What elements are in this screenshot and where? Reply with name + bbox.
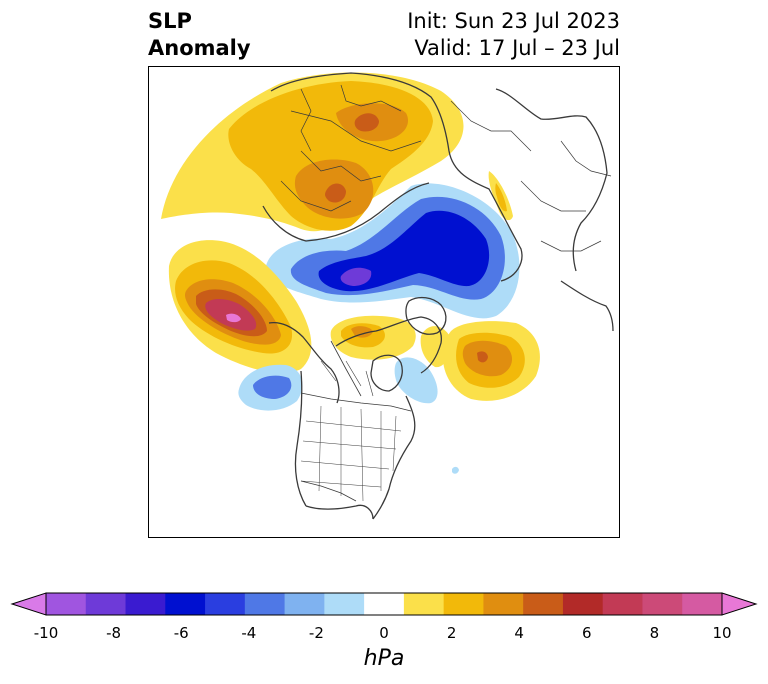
colorbar-tick-label: 10 bbox=[712, 624, 732, 642]
colorbar-tick-label: -6 bbox=[173, 624, 189, 642]
coastlines bbox=[262, 72, 614, 520]
border-alaska bbox=[330, 340, 362, 397]
colorbar-tick-label: -4 bbox=[241, 624, 257, 642]
map-canvas bbox=[149, 72, 614, 520]
coastline-gulf bbox=[305, 504, 374, 520]
coastline-scandinavia bbox=[495, 88, 608, 272]
colorbar-tick-label: 2 bbox=[446, 624, 457, 642]
border-eurasia-2 bbox=[300, 150, 382, 182]
map-left-strip bbox=[149, 284, 152, 319]
colorbar-extend-high bbox=[721, 592, 758, 616]
border-eurasia-5 bbox=[340, 84, 402, 112]
state-grid-2 bbox=[318, 405, 397, 502]
title-line-2: Anomaly bbox=[148, 36, 251, 60]
coastline-north-america-east bbox=[372, 395, 416, 520]
anomaly-negative-arctic-core bbox=[340, 267, 372, 286]
country-borders bbox=[280, 84, 612, 502]
border-canada-us bbox=[300, 392, 412, 412]
init-date-label: Init: Sun 23 Jul 2023 bbox=[407, 9, 620, 33]
border-us-mexico bbox=[300, 480, 357, 502]
colorbar-segment bbox=[682, 593, 723, 615]
anomaly-positive-pacific-core bbox=[226, 313, 241, 323]
coastline-greenland bbox=[405, 296, 447, 335]
valid-range-label: Valid: 17 Jul – 23 Jul bbox=[414, 36, 620, 60]
colorbar-segment bbox=[403, 593, 445, 615]
title-line-1: SLP bbox=[148, 9, 192, 33]
anomaly-fields bbox=[161, 72, 540, 474]
coastline-europe bbox=[560, 280, 614, 332]
border-europe-3 bbox=[540, 240, 602, 252]
colorbar-segment bbox=[85, 593, 127, 615]
colorbar-segment bbox=[284, 593, 325, 615]
colorbar-segment bbox=[523, 593, 564, 615]
coastline-north-america-west bbox=[294, 370, 307, 507]
border-eurasia-1 bbox=[290, 110, 422, 152]
colorbar-segment bbox=[483, 593, 524, 615]
map-panel bbox=[148, 66, 620, 538]
anomaly-positive-canada-orange bbox=[351, 326, 373, 338]
colorbar-segment bbox=[205, 593, 246, 615]
border-eurasia-3 bbox=[280, 180, 352, 212]
colorbar-tick-label: -8 bbox=[106, 624, 122, 642]
colorbar-segment bbox=[125, 593, 166, 615]
anomaly-positive-eurasia-red bbox=[354, 113, 379, 132]
coastline-hudson-bay bbox=[370, 354, 403, 392]
state-borders bbox=[300, 405, 402, 502]
colorbar-tick-label: 6 bbox=[582, 624, 592, 642]
colorbar-segment bbox=[324, 593, 365, 615]
border-europe-4 bbox=[560, 140, 612, 177]
colorbar-segment bbox=[244, 593, 286, 615]
border-canada-provinces bbox=[320, 360, 374, 397]
coastline-eurasia bbox=[270, 72, 523, 282]
colorbar-tick-label: -10 bbox=[33, 624, 59, 642]
colorbar-segment bbox=[443, 593, 484, 615]
border-europe-2 bbox=[520, 180, 586, 212]
anomaly-negative-atlantic-small bbox=[452, 466, 459, 474]
anomaly-negative-pacific-mid bbox=[253, 375, 292, 399]
colorbar-segment bbox=[46, 593, 87, 615]
colorbar-extend-low bbox=[10, 592, 47, 616]
colorbar-segment bbox=[165, 593, 206, 615]
colorbar-outline bbox=[45, 592, 723, 616]
colorbar bbox=[10, 592, 758, 616]
colorbar-tick-label: 8 bbox=[649, 624, 660, 642]
colorbar-segment bbox=[562, 593, 604, 615]
map-subtitle: Init: Sun 23 Jul 2023 Valid: 17 Jul – 23… bbox=[407, 8, 620, 62]
anomaly-positive-scandinavia-mid bbox=[495, 183, 507, 212]
colorbar-segment bbox=[602, 593, 643, 615]
colorbar-tick-label: -2 bbox=[308, 624, 324, 642]
colorbar-tick-label: 4 bbox=[514, 624, 524, 642]
border-europe-1 bbox=[450, 100, 532, 152]
coastline-asia-arctic bbox=[262, 182, 430, 242]
colorbar-unit-label: hPa bbox=[363, 646, 405, 671]
border-eurasia-4 bbox=[300, 88, 312, 152]
colorbar-tick-label: 0 bbox=[379, 624, 389, 642]
colorbar-segment bbox=[642, 593, 683, 615]
coastline-canada-arctic bbox=[335, 316, 442, 374]
coastline-alaska bbox=[268, 321, 340, 404]
anomaly-positive-eurasia-red-2 bbox=[325, 183, 346, 203]
state-grid-1 bbox=[300, 420, 402, 488]
colorbar-segment bbox=[364, 593, 405, 615]
map-title: SLP Anomaly bbox=[148, 8, 251, 62]
anomaly-positive-atlantic-red bbox=[477, 351, 488, 363]
